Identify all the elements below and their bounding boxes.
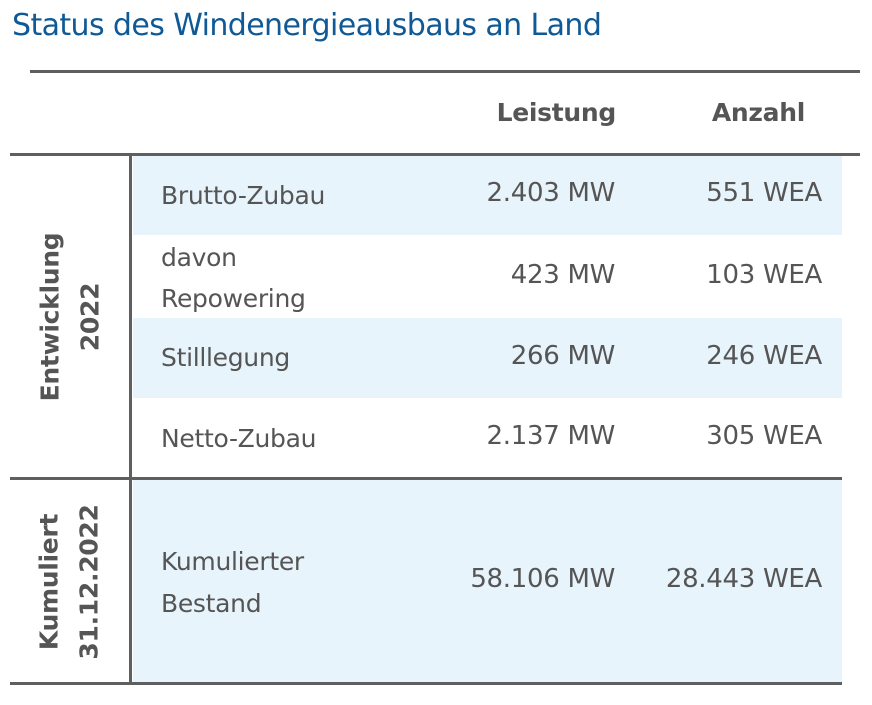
anzahl-value: 28.443 WEA (665, 564, 822, 594)
group-column-divider (129, 153, 132, 685)
leistung-value: 58.106 MW (470, 564, 615, 594)
table-row-brutto-zubau: Brutto-Zubau 2.403 MW 551 WEA (133, 156, 842, 235)
header-anzahl: Anzahl (711, 98, 805, 127)
group-label-line2: 31.12.2022 (75, 503, 104, 660)
row-label-line1: davon (161, 243, 237, 272)
group-divider-rule (10, 477, 842, 480)
row-label: Brutto-Zubau (161, 181, 326, 210)
row-label-line2: Repowering (161, 284, 306, 313)
row-label: Netto-Zubau (161, 424, 317, 453)
anzahl-value: 103 WEA (706, 260, 822, 290)
group-label-entwicklung: Entwicklung 2022 (10, 156, 130, 478)
group-label-line1: Entwicklung (35, 232, 65, 402)
row-label-line1: Kumulierter (161, 547, 304, 576)
header-bottom-rule (10, 153, 860, 156)
anzahl-value: 551 WEA (706, 178, 822, 208)
leistung-value: 266 MW (510, 341, 616, 371)
anzahl-value: 305 WEA (706, 421, 822, 451)
leistung-value: 423 MW (510, 260, 616, 290)
anzahl-value: 246 WEA (706, 341, 822, 371)
table-row-kumulierter-bestand: Kumulierter Bestand 58.106 MW 28.443 WEA (133, 480, 842, 683)
header-leistung: Leistung (496, 98, 617, 127)
table-row-netto-zubau: Netto-Zubau 2.137 MW 305 WEA (133, 398, 842, 478)
group-label-kumuliert: Kumuliert 31.12.2022 (10, 480, 130, 683)
page-title: Status des Windenergieausbaus an Land (12, 8, 602, 43)
group-label-line1: Kumuliert (35, 513, 64, 650)
row-label-line2: Bestand (161, 589, 262, 618)
table-row-stilllegung: Stilllegung 266 MW 246 WEA (133, 318, 842, 398)
top-rule (30, 70, 860, 73)
bottom-rule (10, 682, 842, 685)
leistung-value: 2.403 MW (486, 178, 616, 208)
leistung-value: 2.137 MW (486, 421, 616, 451)
group-label-line2: 2022 (75, 282, 105, 352)
table-row-repowering: davon Repowering 423 MW 103 WEA (133, 235, 842, 318)
row-label: Stilllegung (161, 343, 290, 372)
